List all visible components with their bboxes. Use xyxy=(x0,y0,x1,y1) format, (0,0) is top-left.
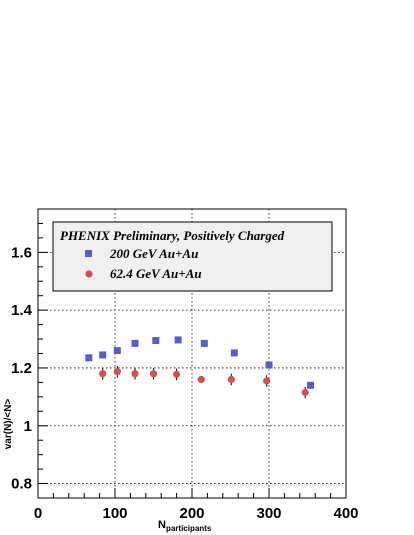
marker-circle-62gev xyxy=(227,375,235,384)
y-tick-label: 1.4 xyxy=(11,302,33,319)
y-tick-label: 0.8 xyxy=(11,476,32,493)
marker-square-200gev xyxy=(85,354,93,362)
marker-square-200gev xyxy=(152,336,160,344)
marker-circle-62gev xyxy=(99,370,107,378)
y-tick-label: 1 xyxy=(24,418,32,435)
legend-title: PHENIX Preliminary, Positively Charged xyxy=(60,228,285,243)
legend-box xyxy=(52,221,333,292)
marker-square-200gev xyxy=(99,351,107,359)
legend-marker-200gev xyxy=(85,250,92,257)
marker-square-200gev xyxy=(265,361,273,369)
legend-label-62gev: 62.4 GeV Au+Au xyxy=(110,266,202,281)
y-tick-label: 1.2 xyxy=(11,360,32,377)
marker-circle-62gev xyxy=(113,368,121,376)
x-tick-label: 400 xyxy=(333,505,358,522)
x-axis-label-main: N xyxy=(158,519,166,531)
axis-ticks xyxy=(37,208,347,499)
tick-labels: 0 100 200 300 400 0.8 1 1.2 1.4 1.6 xyxy=(11,244,358,522)
marker-square-200gev xyxy=(131,339,139,347)
x-axis-label: Nparticipants xyxy=(158,519,212,533)
marker-square-200gev xyxy=(113,347,121,355)
marker-square-200gev xyxy=(307,381,315,389)
marker-circle-62gev xyxy=(173,370,181,378)
x-tick-label: 100 xyxy=(102,505,127,522)
marker-circle-62gev xyxy=(197,375,205,384)
y-axis-label: var(N)/<N> xyxy=(3,399,14,450)
marker-square-200gev xyxy=(200,339,208,347)
x-tick-label: 200 xyxy=(179,505,204,522)
x-tick-label: 0 xyxy=(34,505,42,522)
y-tick-label: 1.6 xyxy=(11,244,32,261)
legend: PHENIX Preliminary, Positively Charged 2… xyxy=(52,221,333,292)
x-axis-label-sub: participants xyxy=(166,524,212,533)
marker-square-200gev xyxy=(230,349,238,357)
marker-circle-62gev xyxy=(301,388,309,397)
marker-square-200gev xyxy=(174,336,182,344)
legend-marker-62gev xyxy=(85,270,93,278)
x-tick-label: 300 xyxy=(256,505,281,522)
legend-label-200gev: 200 GeV Au+Au xyxy=(109,246,198,261)
marker-circle-62gev xyxy=(263,377,271,385)
marker-circle-62gev xyxy=(149,370,158,378)
marker-circle-62gev xyxy=(131,370,139,378)
data-markers xyxy=(85,336,315,399)
